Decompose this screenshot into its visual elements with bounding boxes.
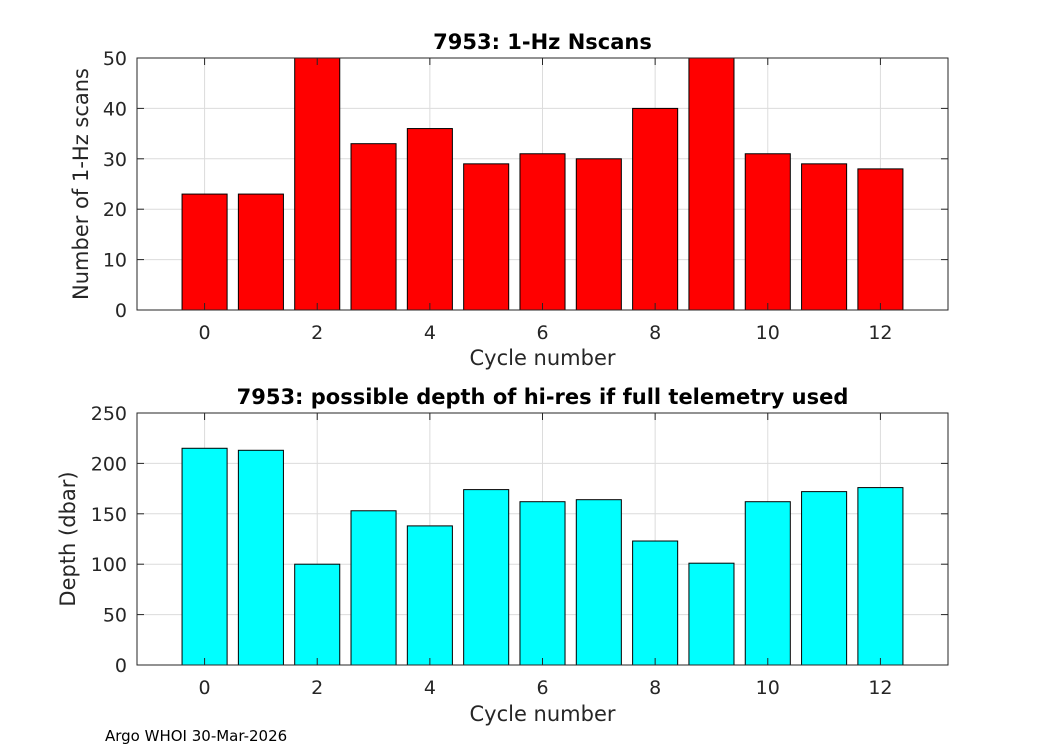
bar-cycle-5	[463, 489, 510, 666]
x-tick-label: 0	[199, 677, 211, 699]
bar-cycle-2	[294, 563, 341, 666]
x-tick-label: 8	[649, 322, 661, 344]
bar-cycle-3	[350, 510, 397, 666]
x-axis-label: Cycle number	[469, 702, 615, 726]
footer-credit: Argo WHOI 30-Mar-2026	[105, 727, 287, 745]
y-tick-label: 40	[103, 98, 127, 120]
x-tick-label: 8	[649, 677, 661, 699]
x-tick-label: 6	[536, 677, 548, 699]
y-tick-label: 0	[115, 300, 127, 322]
bar-cycle-12	[857, 487, 904, 666]
x-tick-label: 12	[868, 677, 892, 699]
bar-cycle-7	[575, 499, 622, 666]
y-tick-label: 100	[91, 554, 127, 576]
bar-cycle-1	[237, 449, 284, 666]
bar-cycle-9	[688, 57, 735, 311]
y-tick-label: 0	[115, 655, 127, 677]
y-axis-label: Number of 1-Hz scans	[69, 68, 93, 300]
x-tick-label: 4	[424, 677, 436, 699]
y-tick-label: 150	[91, 504, 127, 526]
x-axis-label: Cycle number	[469, 346, 615, 370]
bar-cycle-8	[632, 107, 679, 311]
bar-cycle-11	[801, 163, 848, 311]
bar-cycle-6	[519, 153, 566, 311]
chart-title: 7953: possible depth of hi-res if full t…	[237, 385, 849, 409]
y-tick-label: 250	[91, 403, 127, 425]
bar-cycle-7	[575, 158, 622, 311]
bar-cycle-12	[857, 168, 904, 311]
y-tick-label: 10	[103, 250, 127, 272]
bar-cycle-10	[744, 501, 791, 666]
bar-cycle-11	[801, 491, 848, 666]
x-tick-label: 2	[311, 677, 323, 699]
bar-cycle-9	[688, 562, 735, 666]
x-tick-label: 2	[311, 322, 323, 344]
x-tick-label: 10	[756, 677, 780, 699]
y-tick-label: 20	[103, 199, 127, 221]
x-tick-label: 10	[756, 322, 780, 344]
x-tick-label: 12	[868, 322, 892, 344]
bar-cycle-10	[744, 153, 791, 311]
bar-cycle-1	[237, 193, 284, 311]
chart-depth: 0 2 4 6 8 10 12 0 50 100 150 200 250 7953: possible d…	[56, 385, 949, 726]
x-tick-label: 0	[199, 322, 211, 344]
y-tick-label: 50	[103, 605, 127, 627]
y-tick-label: 200	[91, 453, 127, 475]
bar-cycle-0	[181, 193, 228, 311]
bar-cycle-4	[406, 525, 453, 666]
bar-cycle-6	[519, 501, 566, 666]
chart-nscans: 0 2 4 6 8 10 12 0 10 20 30 40 50 7953: 1-Hz Nscans Cyc…	[69, 30, 949, 370]
bar-cycle-2	[294, 57, 341, 311]
y-tick-label: 50	[103, 48, 127, 70]
x-tick-label: 4	[424, 322, 436, 344]
bar-cycle-4	[406, 128, 453, 311]
y-axis-label: Depth (dbar)	[56, 471, 80, 606]
bar-cycle-3	[350, 143, 397, 311]
y-tick-label: 30	[103, 149, 127, 171]
bar-cycle-8	[632, 540, 679, 666]
bar-cycle-5	[463, 163, 510, 311]
x-tick-label: 6	[536, 322, 548, 344]
bar-cycle-0	[181, 447, 228, 666]
chart-title: 7953: 1-Hz Nscans	[433, 30, 652, 54]
